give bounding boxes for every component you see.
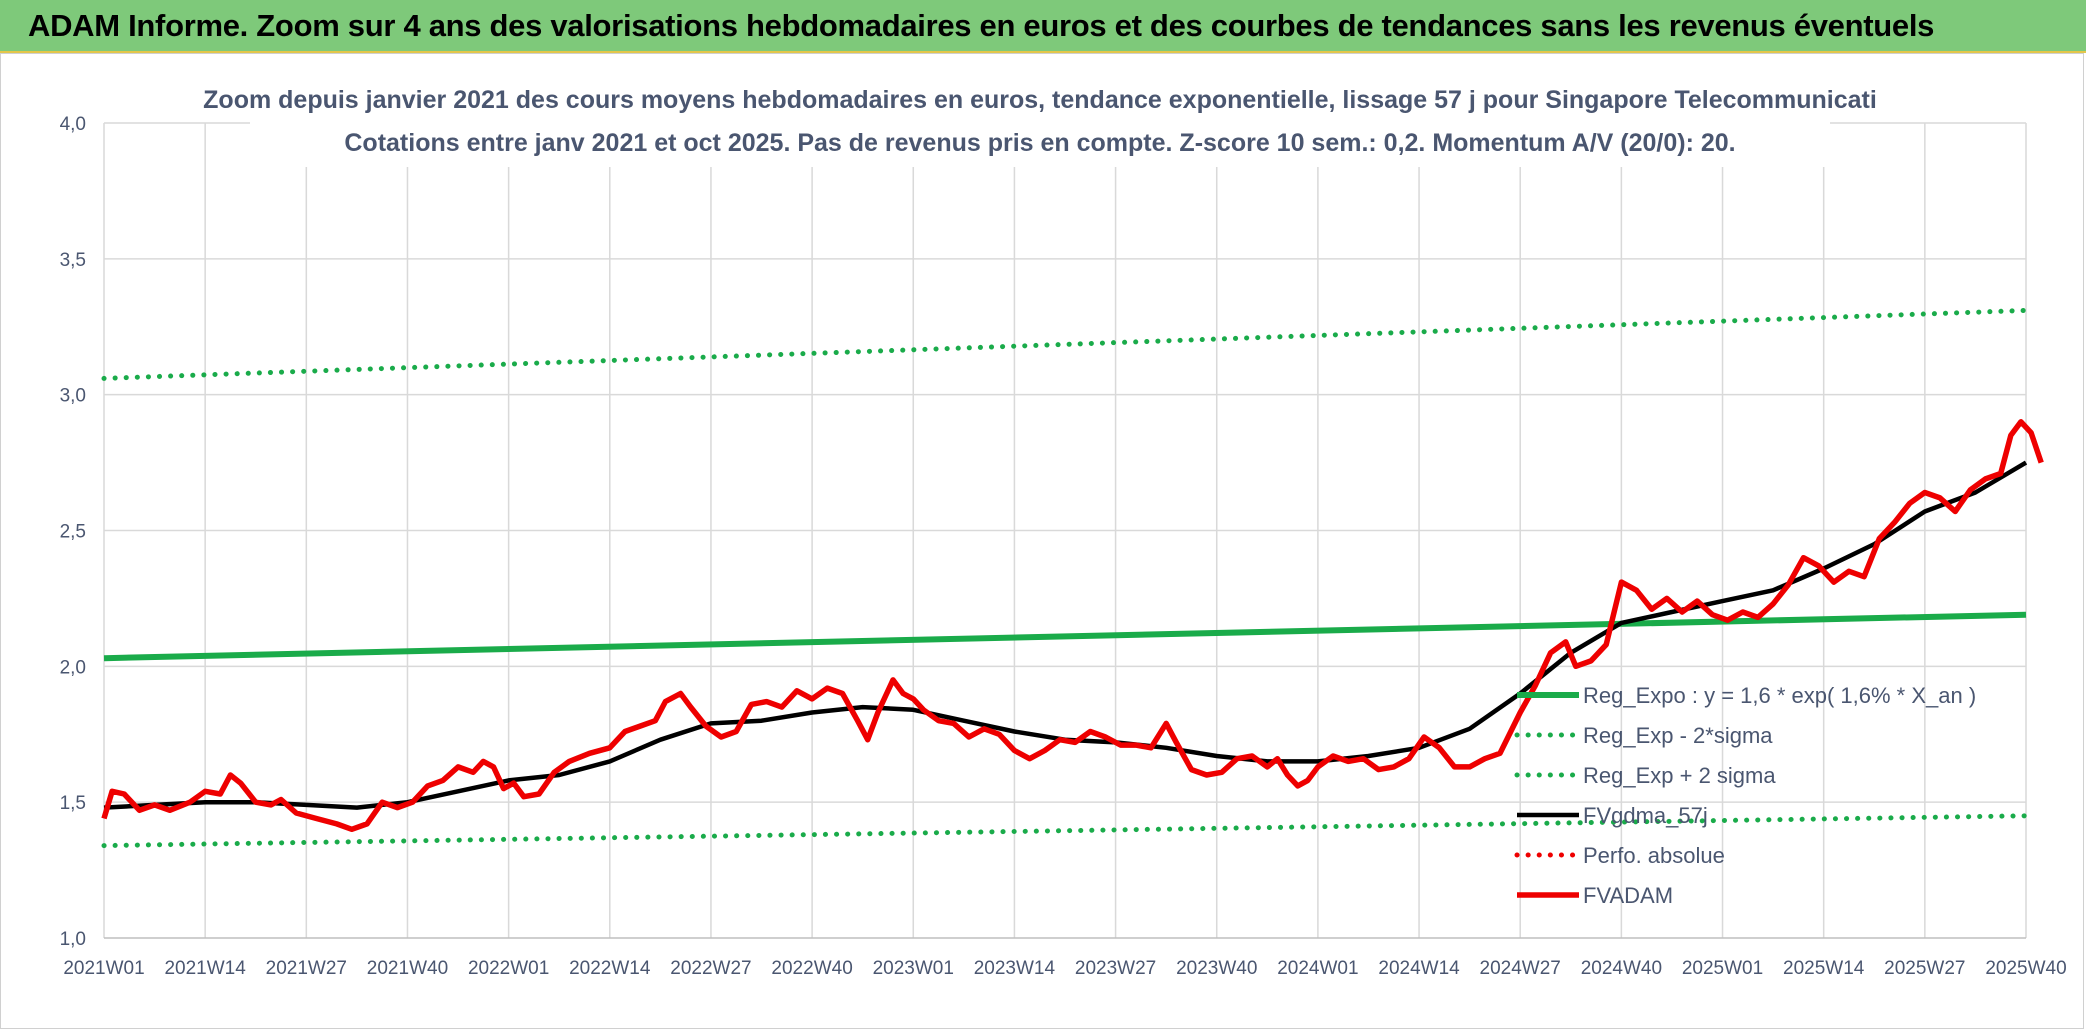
y-tick-label: 2,0 bbox=[60, 657, 86, 678]
x-tick-label: 2022W01 bbox=[468, 958, 549, 979]
series-line-reg-exp-2-sigma bbox=[101, 813, 2029, 849]
chart-frame bbox=[0, 53, 2084, 1029]
x-tick-label: 2021W01 bbox=[63, 958, 144, 979]
legend-label: Reg_Exp - 2*sigma bbox=[1583, 723, 1773, 748]
x-tick-label: 2021W40 bbox=[367, 958, 448, 979]
series-line-reg-exp-2-sigma bbox=[101, 307, 2029, 381]
x-tick-label: 2022W14 bbox=[569, 958, 651, 979]
axes: 1,0 1,5 2,0 2,5 3,0 3,5 4,0 2021W01 2021W14 2021W… bbox=[60, 114, 2067, 979]
x-tick-label: 2023W40 bbox=[1176, 958, 1257, 979]
page-title: ADAM Informe. Zoom sur 4 ans des valoris… bbox=[28, 8, 1935, 43]
x-tick-label: 2023W14 bbox=[974, 958, 1056, 979]
y-tick-label: 1,0 bbox=[60, 929, 86, 950]
y-tick-label: 3,5 bbox=[60, 250, 86, 271]
y-tick-label: 1,5 bbox=[60, 793, 86, 814]
x-tick-label: 2022W27 bbox=[670, 958, 751, 979]
legend-label: Reg_Exp + 2 sigma bbox=[1583, 763, 1776, 788]
chart-subtitle: Cotations entre janv 2021 et oct 2025. P… bbox=[344, 129, 1735, 157]
x-tick-label: 2024W27 bbox=[1480, 958, 1561, 979]
series-layer bbox=[101, 307, 2044, 849]
x-tick-label: 2024W40 bbox=[1581, 958, 1662, 979]
chart-title-background bbox=[250, 79, 1830, 167]
x-tick-label: 2022W40 bbox=[771, 958, 852, 979]
legend: Reg_Expo : y = 1,6 * exp( 1,6% * X_an ) R… bbox=[1514, 683, 1976, 908]
x-tick-label: 2024W01 bbox=[1277, 958, 1358, 979]
y-tick-label: 3,0 bbox=[60, 386, 86, 407]
legend-label: FVADAM bbox=[1583, 883, 1673, 908]
chart-title: Zoom depuis janvier 2021 des cours moyen… bbox=[203, 86, 1877, 114]
series-line-fvadam bbox=[101, 419, 2044, 833]
x-tick-label: 2025W27 bbox=[1884, 958, 1965, 979]
legend-label: Perfo. absolue bbox=[1583, 843, 1725, 868]
x-tick-label: 2021W27 bbox=[266, 958, 347, 979]
header-bar: ADAM Informe. Zoom sur 4 ans des valoris… bbox=[0, 0, 2086, 53]
x-tick-label: 2023W27 bbox=[1075, 958, 1156, 979]
x-tick-label: 2024W14 bbox=[1378, 958, 1460, 979]
legend-label: FVgdma_57j bbox=[1583, 803, 1708, 828]
y-tick-label: 4,0 bbox=[60, 114, 86, 135]
x-tick-label: 2025W01 bbox=[1682, 958, 1763, 979]
series-line-reg-expo-y-1-6-exp-1-6-x-an bbox=[103, 611, 2027, 662]
gridlines bbox=[103, 122, 2027, 938]
x-tick-label: 2023W01 bbox=[873, 958, 954, 979]
y-tick-label: 2,5 bbox=[60, 522, 86, 543]
x-tick-label: 2025W40 bbox=[1985, 958, 2066, 979]
x-tick-label: 2021W14 bbox=[164, 958, 246, 979]
legend-label: Reg_Expo : y = 1,6 * exp( 1,6% * X_an ) bbox=[1583, 683, 1976, 708]
x-tick-label: 2025W14 bbox=[1783, 958, 1865, 979]
